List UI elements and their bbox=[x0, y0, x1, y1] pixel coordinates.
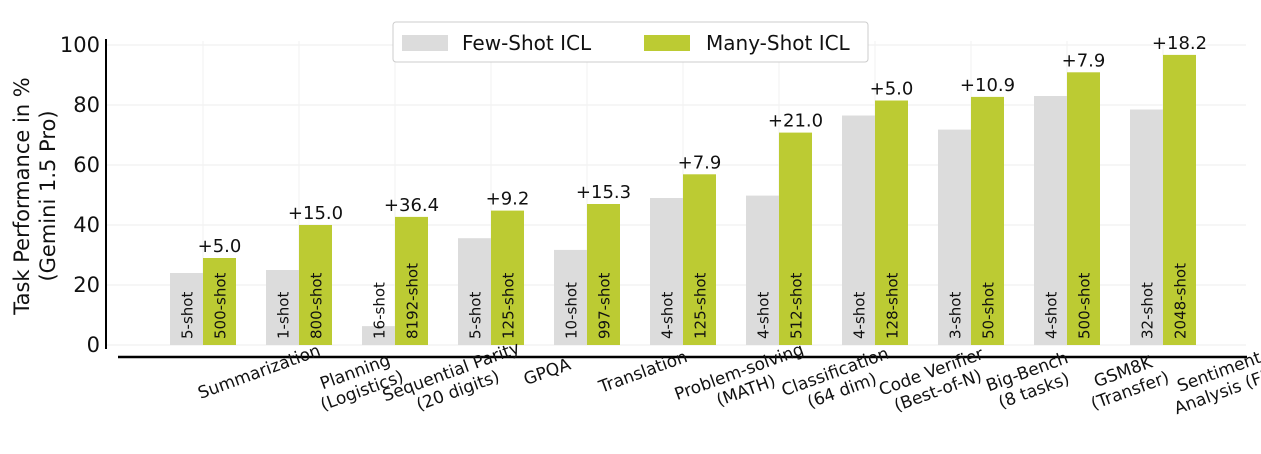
many-shot-bar bbox=[1067, 72, 1100, 346]
shot-label: 2048-shot bbox=[1172, 263, 1190, 339]
shot-label: 5-shot bbox=[179, 292, 197, 339]
x-category-line: GPQA bbox=[521, 354, 574, 389]
x-category-label: GPQA bbox=[521, 354, 574, 389]
few-shot-bar bbox=[554, 249, 587, 345]
shot-label: 4-shot bbox=[851, 292, 869, 339]
shot-label: 4-shot bbox=[755, 292, 773, 339]
shot-label: 4-shot bbox=[1043, 292, 1061, 339]
few-shot-bar bbox=[1130, 109, 1163, 345]
shot-label: 8192-shot bbox=[404, 263, 422, 339]
few-shot-bar bbox=[458, 238, 491, 345]
y-tick-label: 40 bbox=[73, 213, 100, 237]
legend-box bbox=[392, 21, 869, 63]
few-shot-bar bbox=[362, 326, 395, 345]
x-category-label: Sequential Parity(20 digits) bbox=[380, 338, 529, 425]
many-shot-bar bbox=[875, 100, 908, 345]
shot-label: 500-shot bbox=[1076, 272, 1094, 339]
many-shot-bar bbox=[683, 174, 716, 345]
many-shot-bar bbox=[587, 204, 620, 345]
many-shot-bar bbox=[971, 96, 1004, 346]
x-category-label: GSM8K(Transfer) bbox=[1082, 349, 1172, 415]
shot-label: 512-shot bbox=[788, 272, 806, 339]
y-tick-label: 100 bbox=[60, 33, 100, 57]
gain-label: +7.9 bbox=[1062, 50, 1106, 71]
shot-label: 10-shot bbox=[563, 282, 581, 339]
few-shot-bar bbox=[650, 198, 683, 345]
few-shot-bar bbox=[1034, 96, 1067, 345]
shot-label: 125-shot bbox=[692, 272, 710, 339]
gain-label: +5.0 bbox=[870, 79, 914, 100]
few-shot-bar bbox=[170, 273, 203, 345]
few-shot-bar bbox=[266, 270, 299, 345]
shot-label: 50-shot bbox=[980, 282, 998, 339]
y-axis-label: (Gemini 1.5 Pro) bbox=[36, 110, 60, 281]
legend-swatch-many-shot bbox=[644, 35, 690, 51]
x-category-line: Summarization bbox=[195, 341, 323, 404]
shot-label: 800-shot bbox=[308, 272, 326, 339]
y-tick-label: 20 bbox=[73, 273, 100, 297]
y-tick-label: 60 bbox=[73, 153, 100, 177]
gain-label: +36.4 bbox=[384, 195, 439, 216]
gain-label: +15.3 bbox=[576, 182, 631, 203]
shot-label: 125-shot bbox=[500, 272, 518, 339]
y-tick-label: 0 bbox=[87, 333, 100, 357]
few-shot-bar bbox=[938, 129, 971, 345]
gain-label: +9.2 bbox=[486, 189, 530, 210]
many-shot-bar bbox=[1163, 54, 1196, 346]
shot-label: 32-shot bbox=[1139, 282, 1157, 339]
many-shot-bar bbox=[203, 258, 236, 345]
shot-label: 3-shot bbox=[947, 292, 965, 339]
shot-label: 5-shot bbox=[467, 292, 485, 339]
shot-label: 500-shot bbox=[212, 272, 230, 339]
y-tick-label: 80 bbox=[73, 93, 100, 117]
shot-label: 16-shot bbox=[371, 282, 389, 339]
gain-label: +5.0 bbox=[198, 236, 242, 257]
many-shot-bar bbox=[395, 216, 428, 345]
few-shot-bar bbox=[746, 195, 779, 345]
x-category-label: Big-Bench(8 tasks) bbox=[984, 348, 1078, 415]
shot-label: 4-shot bbox=[659, 292, 677, 339]
legend-swatch-few-shot bbox=[402, 35, 448, 51]
shot-label: 128-shot bbox=[884, 272, 902, 339]
many-shot-bar bbox=[299, 225, 332, 345]
gain-label: +15.0 bbox=[288, 203, 343, 224]
x-category-label: Code Verifier(Best-of-N) bbox=[876, 344, 993, 419]
legend-label-few-shot: Few-Shot ICL bbox=[462, 31, 592, 55]
gain-label: +21.0 bbox=[768, 111, 823, 132]
gain-label: +10.9 bbox=[960, 75, 1015, 96]
legend-label-many-shot: Many-Shot ICL bbox=[706, 31, 851, 55]
gain-label: +18.2 bbox=[1152, 33, 1207, 54]
few-shot-bar bbox=[842, 115, 875, 345]
gain-label: +7.9 bbox=[678, 152, 722, 173]
x-category-label: Summarization bbox=[195, 341, 323, 404]
y-axis-label: Task Performance in % bbox=[10, 77, 34, 316]
many-shot-bar bbox=[491, 210, 524, 345]
x-category-label: SentimentAnalysis (FP) bbox=[1165, 344, 1261, 419]
many-shot-bar bbox=[779, 132, 812, 345]
shot-label: 1-shot bbox=[275, 292, 293, 339]
shot-label: 997-shot bbox=[596, 272, 614, 339]
